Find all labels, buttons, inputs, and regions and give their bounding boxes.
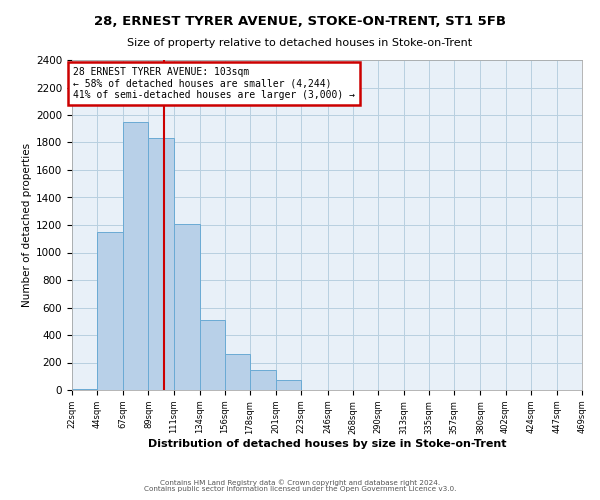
- Text: 28, ERNEST TYRER AVENUE, STOKE-ON-TRENT, ST1 5FB: 28, ERNEST TYRER AVENUE, STOKE-ON-TRENT,…: [94, 15, 506, 28]
- Text: Contains HM Land Registry data © Crown copyright and database right 2024.
Contai: Contains HM Land Registry data © Crown c…: [144, 479, 456, 492]
- Bar: [72, 388, 97, 390]
- Bar: [148, 138, 173, 390]
- Bar: [225, 354, 250, 390]
- Bar: [250, 370, 276, 390]
- Bar: [124, 122, 148, 390]
- Y-axis label: Number of detached properties: Number of detached properties: [22, 143, 32, 307]
- Bar: [97, 232, 124, 390]
- Bar: [173, 224, 200, 390]
- X-axis label: Distribution of detached houses by size in Stoke-on-Trent: Distribution of detached houses by size …: [148, 439, 506, 449]
- Bar: [200, 320, 225, 390]
- Text: Size of property relative to detached houses in Stoke-on-Trent: Size of property relative to detached ho…: [127, 38, 473, 48]
- Text: 28 ERNEST TYRER AVENUE: 103sqm
← 58% of detached houses are smaller (4,244)
41% : 28 ERNEST TYRER AVENUE: 103sqm ← 58% of …: [73, 67, 355, 100]
- Bar: [276, 380, 301, 390]
